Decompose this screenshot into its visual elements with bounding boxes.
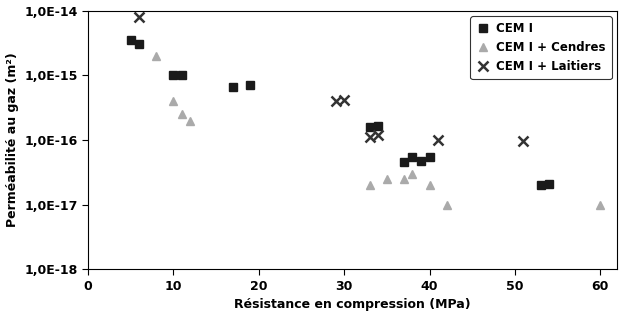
CEM I + Cendres bbox=[426, 183, 433, 187]
CEM I + Laitiers bbox=[520, 139, 527, 143]
CEM I bbox=[247, 83, 254, 87]
CEM I + Cendres bbox=[153, 54, 160, 58]
CEM I + Laitiers bbox=[340, 98, 348, 101]
Legend: CEM I, CEM I + Cendres, CEM I + Laitiers: CEM I, CEM I + Cendres, CEM I + Laitiers bbox=[470, 16, 612, 79]
CEM I + Cendres bbox=[409, 172, 416, 176]
X-axis label: Résistance en compression (MPa): Résistance en compression (MPa) bbox=[234, 298, 471, 311]
CEM I + Laitiers bbox=[332, 99, 340, 103]
Line: CEM I + Laitiers: CEM I + Laitiers bbox=[117, 0, 528, 146]
CEM I bbox=[374, 124, 382, 128]
CEM I + Laitiers bbox=[123, 0, 130, 1]
CEM I + Cendres bbox=[443, 203, 450, 207]
CEM I bbox=[426, 155, 433, 159]
CEM I bbox=[545, 182, 553, 186]
CEM I + Laitiers bbox=[366, 135, 374, 139]
Line: CEM I: CEM I bbox=[127, 36, 553, 189]
CEM I + Cendres bbox=[383, 177, 391, 181]
CEM I + Laitiers bbox=[374, 133, 382, 137]
CEM I bbox=[229, 86, 237, 89]
CEM I bbox=[135, 42, 143, 46]
CEM I + Cendres bbox=[400, 177, 407, 181]
CEM I bbox=[366, 125, 374, 129]
Line: CEM I + Cendres: CEM I + Cendres bbox=[152, 52, 604, 209]
CEM I + Cendres bbox=[178, 112, 186, 116]
CEM I + Cendres bbox=[169, 99, 177, 103]
CEM I bbox=[537, 183, 545, 187]
CEM I + Cendres bbox=[366, 183, 374, 187]
Y-axis label: Perméabilité au gaz (m²): Perméabilité au gaz (m²) bbox=[6, 53, 19, 227]
CEM I bbox=[400, 160, 407, 164]
CEM I + Cendres bbox=[187, 119, 194, 122]
CEM I + Cendres bbox=[597, 203, 604, 207]
CEM I bbox=[178, 73, 186, 77]
CEM I + Laitiers bbox=[135, 15, 143, 19]
CEM I bbox=[169, 73, 177, 77]
CEM I bbox=[127, 38, 135, 42]
CEM I bbox=[409, 155, 416, 159]
CEM I + Laitiers bbox=[434, 138, 442, 142]
CEM I bbox=[417, 159, 425, 163]
